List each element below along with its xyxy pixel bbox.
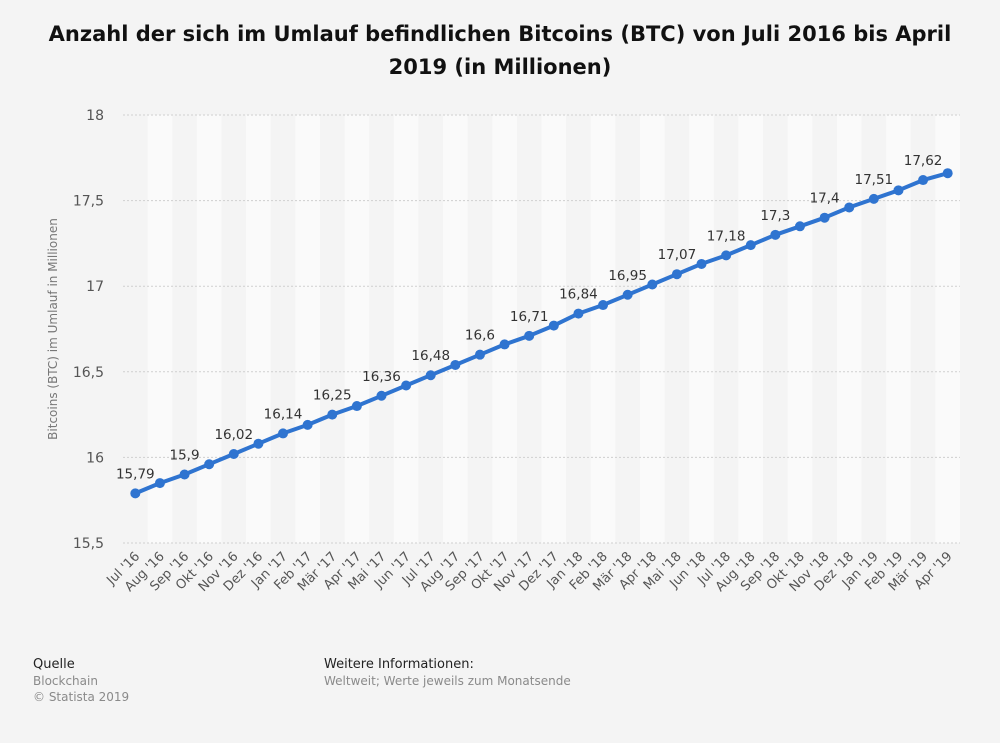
data-point: [770, 229, 781, 240]
source-block: Quelle Blockchain © Statista 2019: [33, 657, 129, 705]
data-point: [204, 459, 215, 470]
data-point: [228, 448, 239, 459]
column-stripe: [295, 115, 320, 543]
data-point: [671, 269, 682, 280]
column-stripe: [492, 115, 517, 543]
data-point: [745, 240, 756, 251]
data-label: 16,84: [559, 287, 598, 303]
chart-title: Anzahl der sich im Umlauf befindlichen B…: [48, 22, 952, 79]
data-label: 15,9: [170, 448, 200, 464]
data-point: [499, 339, 510, 350]
data-label: 16,02: [214, 427, 253, 443]
data-point: [819, 212, 830, 223]
data-point: [253, 438, 264, 449]
data-label: 16,36: [362, 369, 401, 385]
data-point: [278, 428, 289, 439]
data-point: [179, 469, 190, 480]
column-stripe: [590, 115, 616, 543]
data-point: [598, 300, 609, 311]
info-block: Weitere Informationen: Weltweit; Werte j…: [324, 657, 571, 689]
source-name: Blockchain: [33, 674, 98, 688]
data-point: [942, 168, 953, 179]
y-axis-label: Bitcoins (BTC) im Umlauf in Millionen: [46, 218, 60, 440]
data-point: [573, 308, 584, 319]
data-label: 15,79: [116, 466, 155, 482]
column-stripe: [344, 115, 370, 543]
data-point: [548, 320, 559, 331]
data-point: [302, 419, 313, 430]
y-tick-label: 18: [86, 108, 104, 124]
y-tick-label: 17: [86, 279, 104, 295]
column-stripe: [443, 115, 468, 543]
data-point: [893, 185, 904, 196]
data-point: [622, 289, 633, 300]
data-label: 17,4: [810, 191, 840, 207]
column-stripe: [836, 115, 862, 543]
data-label: 16,48: [411, 348, 450, 364]
data-point: [376, 390, 387, 401]
column-stripe: [147, 115, 173, 543]
data-point: [425, 370, 436, 381]
data-point: [647, 279, 658, 290]
column-stripe: [689, 115, 714, 543]
info-heading: Weitere Informationen:: [324, 657, 474, 672]
data-label: 17,62: [904, 153, 943, 169]
data-point: [130, 488, 141, 499]
y-tick-label: 16,5: [73, 365, 104, 381]
data-label: 16,6: [465, 328, 495, 344]
data-point: [401, 380, 412, 391]
y-tick-label: 15,5: [73, 536, 104, 552]
data-point: [450, 359, 461, 370]
y-tick-label: 16: [86, 450, 104, 466]
data-label: 17,51: [855, 172, 894, 188]
y-tick-label: 17,5: [73, 194, 104, 210]
column-stripe: [246, 115, 271, 543]
data-point: [524, 330, 535, 341]
data-point: [327, 409, 338, 420]
data-point: [918, 175, 929, 186]
data-point: [868, 193, 879, 204]
data-point: [721, 250, 732, 261]
column-stripe: [787, 115, 813, 543]
series-line: [133, 171, 950, 496]
data-point: [794, 221, 805, 232]
data-point: [844, 202, 855, 213]
source-heading: Quelle: [33, 657, 75, 672]
data-label: 17,3: [760, 208, 790, 224]
data-point: [154, 478, 165, 489]
data-label: 17,07: [658, 247, 697, 263]
data-point: [696, 258, 707, 269]
data-label: 16,71: [510, 309, 549, 325]
column-stripe: [639, 115, 665, 543]
data-label: 17,18: [707, 228, 746, 244]
line-chart: 15,5 16 16,5 17 17,5 18 Bitcoins (BTC) im Umla…: [46, 108, 960, 595]
column-stripe: [935, 115, 960, 543]
data-point: [351, 401, 362, 412]
data-label: 16,14: [264, 406, 303, 422]
data-label: 16,95: [608, 268, 647, 284]
data-label: 16,25: [313, 388, 352, 404]
column-stripe: [393, 115, 419, 543]
column-stripe: [196, 115, 222, 543]
copyright: © Statista 2019: [33, 690, 130, 704]
data-point: [474, 349, 485, 360]
info-text: Weltweit; Werte jeweils zum Monatsende: [324, 674, 571, 688]
column-stripe: [738, 115, 764, 543]
